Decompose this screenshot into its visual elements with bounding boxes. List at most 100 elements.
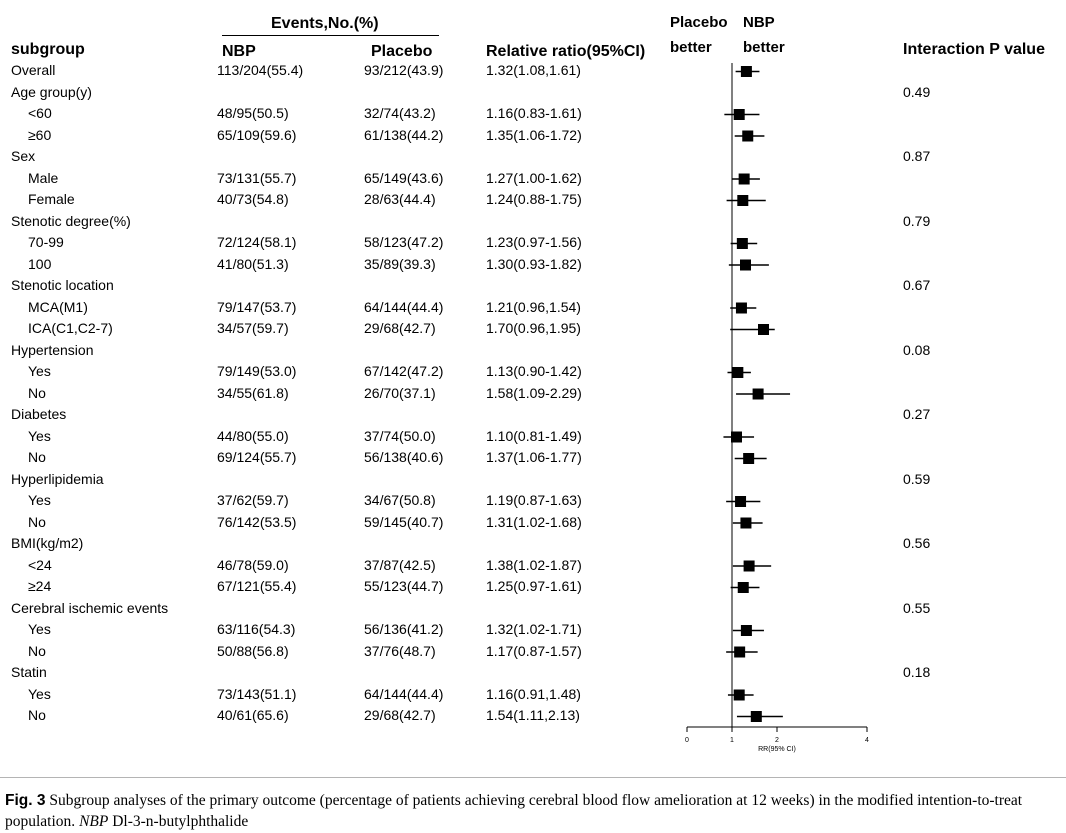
point-estimate: [740, 66, 752, 77]
relative-ratio: 1.16(0.91,1.48): [486, 685, 581, 702]
subgroup-row: ICA(C1,C2-7) 34/57(59.7) 29/68(42.7) 1.70(0…: [0, 319, 1066, 340]
nbp-events: 113/204(55.4): [217, 62, 304, 78]
subgroup-row: Yes 79/149(53.0) 67/142(47.2) 1.13(0.90-1.4…: [0, 362, 1066, 383]
subgroup-row: <60 48/95(50.5) 32/74(43.2) 1.16(0.83-1.61): [0, 104, 1066, 125]
subgroup-row: MCA(M1) 79/147(53.7) 64/144(44.4) 1.21(0.96…: [0, 298, 1066, 319]
nbp-events: 34/57(59.7): [217, 320, 289, 336]
point-estimate: [742, 130, 754, 142]
placebo-events: 67/142(47.2): [364, 363, 444, 379]
subgroup-row: Male 73/131(55.7) 65/149(43.6) 1.27(1.00-1.…: [0, 169, 1066, 190]
relative-ratio: 1.54(1.11,2.13): [486, 707, 580, 723]
x-axis-label: RR(95% CI): [758, 746, 796, 753]
subgroup-row: ≥60 65/109(59.6) 61/138(44.2) 1.35(1.06-1.7…: [0, 126, 1066, 147]
placebo-events: 34/67(50.8): [364, 492, 436, 508]
nbp-events: 63/116(54.3): [217, 621, 296, 637]
placebo-events: 59/145(40.7): [364, 513, 444, 530]
interaction-p-value: 0.55: [903, 599, 931, 616]
relative-ratio: 1.30(0.93-1.82): [486, 255, 582, 272]
nbp-events: 41/80(51.3): [217, 255, 289, 272]
subgroup-label: MCA(M1): [28, 298, 88, 315]
caption-divider: [0, 777, 1066, 778]
group-row: Stenotic location 0.67: [0, 276, 1066, 297]
interaction-p-value: 0.27: [903, 406, 931, 422]
placebo-events: 29/68(42.7): [364, 320, 436, 336]
point-estimate: [743, 453, 755, 464]
subgroup-row: No 50/88(56.8) 37/76(48.7) 1.17(0.87-1.57): [0, 642, 1066, 663]
relative-ratio: 1.31(1.02-1.68): [486, 513, 582, 530]
relative-ratio-header: Relative ratio(95%CI): [486, 43, 646, 60]
nbp-events: 73/143(51.1): [217, 685, 297, 702]
subgroup-label: No: [28, 707, 46, 723]
interaction-p-value: 0.56: [903, 535, 931, 551]
point-estimate: [733, 689, 745, 701]
subgroup-row: Yes 44/80(55.0) 37/74(50.0) 1.10(0.81-1.49): [0, 427, 1066, 448]
relative-ratio: 1.13(0.90-1.42): [486, 363, 582, 379]
nbp-events: 40/61(65.6): [217, 707, 289, 723]
subgroup-label: Hyperlipidemia: [11, 470, 104, 487]
interaction-p-header: Interaction P value: [903, 41, 1045, 58]
relative-ratio: 1.21(0.96,1.54): [486, 298, 581, 315]
caption-abbreviation-definition: Dl-3-n-butylphthalide: [108, 813, 249, 830]
placebo-better-label-2: better: [670, 39, 712, 56]
subgroup-label: Yes: [28, 427, 51, 444]
point-estimate: [735, 496, 747, 507]
nbp-events: 79/147(53.7): [217, 298, 297, 315]
caption-text: Subgroup analyses of the primary outcome…: [5, 792, 1023, 830]
nbp-events: 34/55(61.8): [217, 384, 289, 401]
point-estimate: [738, 173, 750, 185]
figure-number: Fig. 3: [5, 792, 46, 809]
subgroup-label: 100: [28, 255, 52, 272]
subgroup-label: Yes: [28, 621, 51, 637]
placebo-events: 56/136(41.2): [364, 621, 444, 637]
placebo-better-label-1: Placebo: [670, 14, 728, 31]
placebo-column-header: Placebo: [371, 43, 433, 60]
point-estimate: [758, 324, 769, 335]
placebo-events: 61/138(44.2): [364, 126, 444, 143]
point-estimate: [735, 302, 747, 314]
subgroup-label: <24: [28, 556, 52, 573]
interaction-p-value: 0.79: [903, 212, 931, 229]
subgroup-label: Sex: [11, 148, 36, 164]
point-estimate: [732, 367, 744, 378]
events-underline: [222, 35, 439, 36]
events-header: Events,No.(%): [271, 15, 379, 32]
subgroup-label: Overall: [11, 62, 56, 78]
subgroup-label: <60: [28, 105, 52, 121]
placebo-events: 28/63(44.4): [364, 191, 436, 207]
subgroup-row: Yes 73/143(51.1) 64/144(44.4) 1.16(0.91,1.4…: [0, 685, 1066, 706]
nbp-events: 72/124(58.1): [217, 234, 297, 250]
subgroup-label: Male: [28, 169, 59, 186]
placebo-events: 26/70(37.1): [364, 384, 436, 401]
relative-ratio: 1.27(1.00-1.62): [486, 169, 582, 186]
relative-ratio: 1.16(0.83-1.61): [486, 105, 582, 121]
subgroup-row: Female 40/73(54.8) 28/63(44.4) 1.24(0.88-1.…: [0, 190, 1066, 211]
subgroup-label: ≥60: [28, 126, 52, 143]
x-axis-tick-label: 2: [775, 737, 779, 744]
interaction-p-value: 0.08: [903, 341, 931, 358]
relative-ratio: 1.32(1.02-1.71): [486, 621, 582, 637]
group-row: Hyperlipidemia 0.59: [0, 470, 1066, 491]
subgroup-label: Diabetes: [11, 406, 67, 422]
interaction-p-value: 0.87: [903, 148, 931, 164]
nbp-events: 76/142(53.5): [217, 513, 297, 530]
nbp-events: 73/131(55.7): [217, 169, 297, 186]
placebo-events: 58/123(47.2): [364, 234, 444, 250]
subgroup-row: No 69/124(55.7) 56/138(40.6) 1.37(1.06-1.77…: [0, 448, 1066, 469]
nbp-events: 37/62(59.7): [217, 492, 289, 508]
nbp-events: 67/121(55.4): [217, 578, 297, 594]
subgroup-label: Statin: [11, 664, 47, 680]
group-row: Age group(y) 0.49: [0, 83, 1066, 104]
subgroup-label: No: [28, 449, 46, 465]
placebo-events: 55/123(44.7): [364, 578, 444, 594]
placebo-events: 35/89(39.3): [364, 255, 436, 272]
nbp-column-header: NBP: [222, 43, 256, 60]
subgroup-row: Yes 63/116(54.3) 56/136(41.2) 1.32(1.02-1.7…: [0, 620, 1066, 641]
subgroup-row: No 76/142(53.5) 59/145(40.7) 1.31(1.02-1.68…: [0, 513, 1066, 534]
nbp-events: 48/95(50.5): [217, 105, 289, 121]
subgroup-row: ≥24 67/121(55.4) 55/123(44.7) 1.25(0.97-1.6…: [0, 577, 1066, 598]
placebo-events: 65/149(43.6): [364, 169, 444, 186]
group-row: Statin 0.18: [0, 663, 1066, 684]
point-estimate: [736, 238, 748, 249]
point-estimate: [734, 646, 746, 658]
subgroup-row: 70-99 72/124(58.1) 58/123(47.2) 1.23(0.97-1…: [0, 233, 1066, 254]
